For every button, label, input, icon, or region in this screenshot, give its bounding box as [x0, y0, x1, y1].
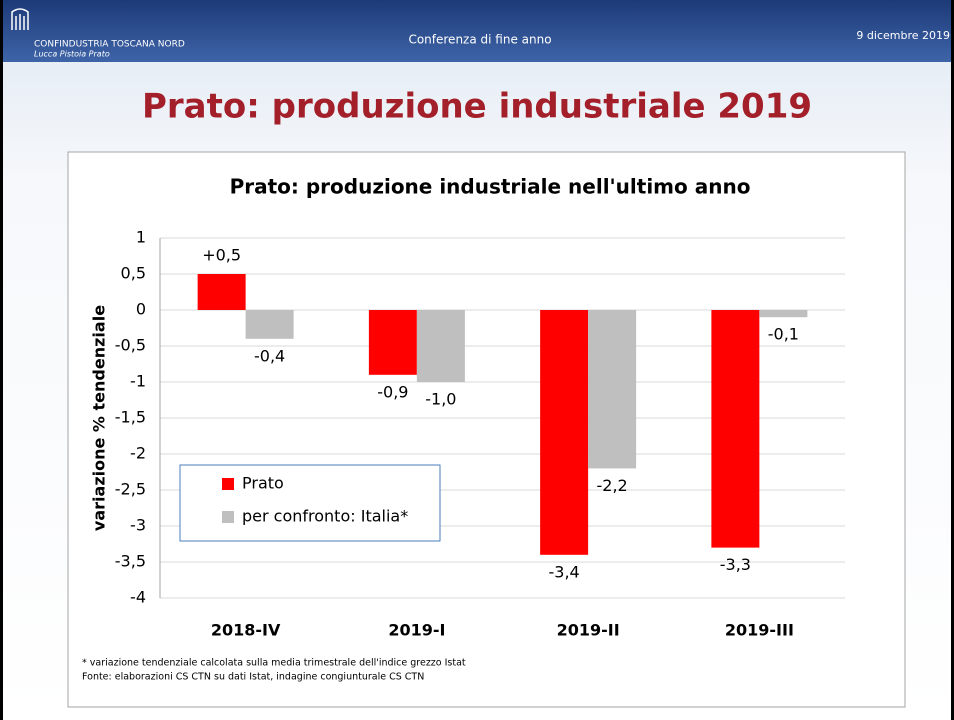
- y-tick-label: -2: [130, 444, 146, 463]
- legend-swatch: [222, 478, 234, 490]
- x-tick-label: 2019-II: [557, 621, 620, 640]
- bar: [759, 310, 808, 318]
- bar: [197, 274, 246, 310]
- data-label: -1,0: [425, 390, 456, 409]
- event-name: Conferenza di fine anno: [408, 33, 551, 47]
- x-tick-label: 2019-I: [388, 621, 445, 640]
- footnote: * variazione tendenziale calcolata sulla…: [82, 658, 466, 669]
- logo: [11, 8, 29, 30]
- chart-title: Prato: produzione industriale nell'ultim…: [230, 175, 751, 199]
- y-tick-label: -3,5: [115, 552, 146, 571]
- data-label: +0,5: [202, 246, 241, 265]
- x-tick-label: 2019-III: [725, 621, 794, 640]
- y-tick-label: 0,5: [121, 264, 146, 283]
- bar: [416, 310, 465, 382]
- bar: [588, 310, 637, 469]
- logo-text: CONFINDUSTRIA TOSCANA NORD: [34, 40, 185, 50]
- y-tick-label: -0,5: [115, 336, 146, 355]
- slide-title: Prato: produzione industriale 2019: [142, 87, 812, 127]
- legend-label: per confronto: Italia*: [242, 507, 408, 526]
- bar: [245, 310, 294, 339]
- data-label: -3,4: [549, 562, 580, 581]
- data-label: -0,4: [254, 346, 285, 365]
- legend-label: Prato: [242, 474, 284, 493]
- data-label: -0,1: [768, 325, 799, 344]
- legend-box: [179, 464, 441, 542]
- data-label: -0,9: [377, 382, 408, 401]
- border: [951, 0, 954, 720]
- legend-swatch: [222, 511, 234, 523]
- y-tick-label: 1: [136, 228, 146, 247]
- bar: [368, 310, 417, 375]
- date: 9 dicembre 2019: [856, 29, 950, 42]
- header-band: [0, 0, 954, 62]
- data-label: -2,2: [597, 476, 628, 495]
- y-tick-label: -3: [130, 516, 146, 535]
- y-tick-label: -1,5: [115, 408, 146, 427]
- footnote: Fonte: elaborazioni CS CTN su dati Istat…: [82, 672, 424, 683]
- x-tick-label: 2018-IV: [211, 621, 281, 640]
- y-tick-label: -2,5: [115, 480, 146, 499]
- y-tick-label: -1: [130, 372, 146, 391]
- border: [0, 0, 3, 720]
- data-label: -3,3: [720, 555, 751, 574]
- bar: [540, 310, 589, 555]
- logo-text: Lucca Pistoia Prato: [34, 50, 110, 59]
- chart-area: [67, 151, 906, 708]
- bar: [711, 310, 760, 548]
- y-tick-label: -4: [130, 588, 146, 607]
- y-tick-label: 0: [136, 300, 146, 319]
- y-axis-label: variazione % tendenziale: [90, 305, 109, 531]
